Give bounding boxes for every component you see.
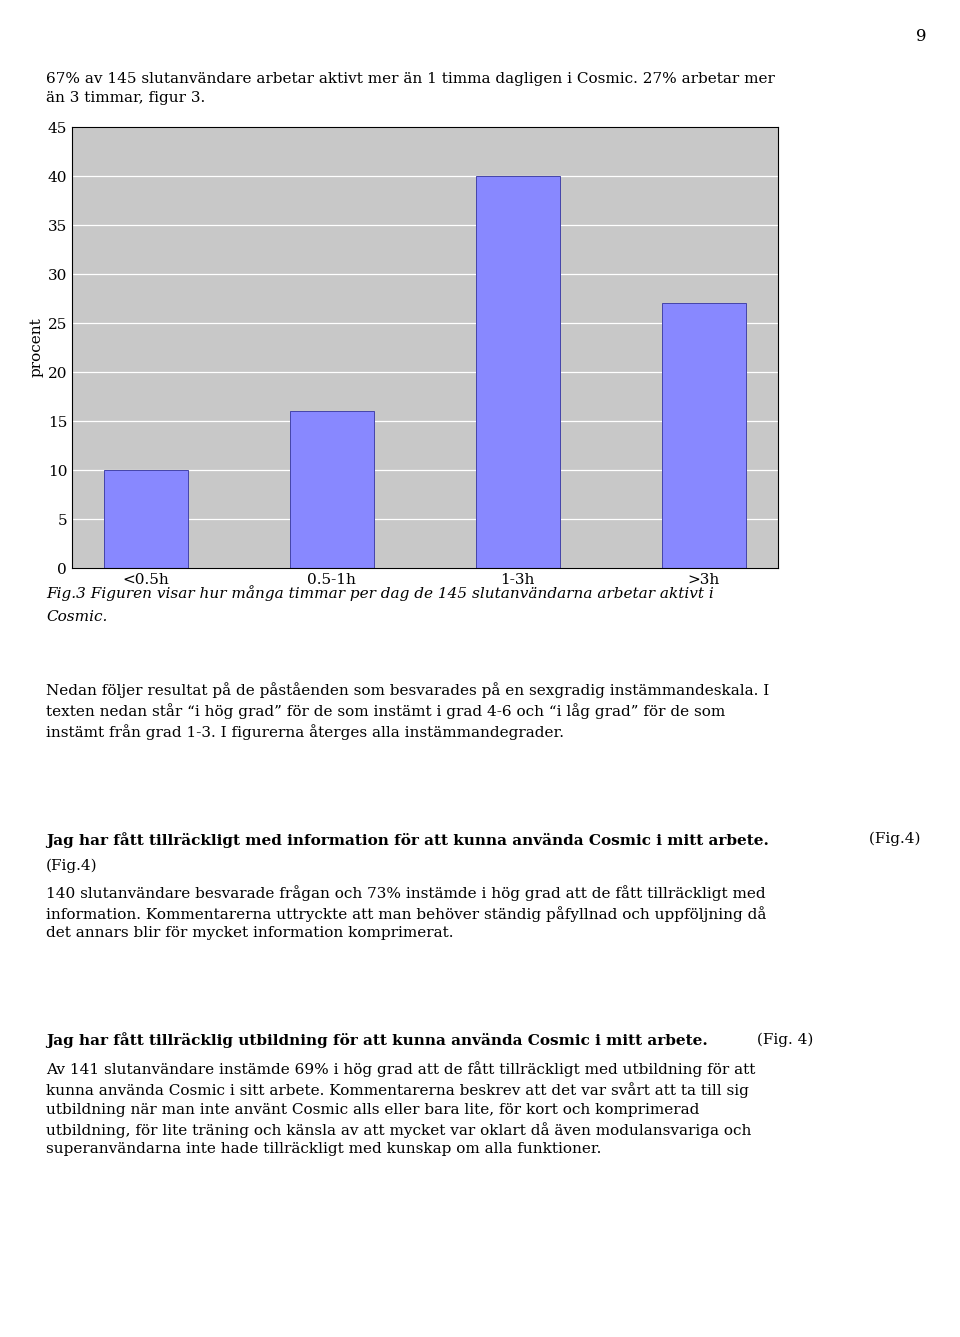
Bar <box>290 412 373 568</box>
Text: Cosmic.: Cosmic. <box>46 610 108 623</box>
Text: 140 slutanvändare besvarade frågan och 73% instämde i hög grad att de fått tillr: 140 slutanvändare besvarade frågan och 7… <box>46 885 766 940</box>
Text: Nedan följer resultat på de påståenden som besvarades på en sexgradig instämmand: Nedan följer resultat på de påståenden s… <box>46 682 769 739</box>
Bar <box>476 176 560 568</box>
Text: (Fig.4): (Fig.4) <box>46 858 98 873</box>
Text: (Fig. 4): (Fig. 4) <box>752 1032 813 1047</box>
Text: 9: 9 <box>916 28 926 45</box>
Text: Jag har fått tillräckligt med information för att kunna använda Cosmic i mitt ar: Jag har fått tillräckligt med informatio… <box>46 832 769 848</box>
Text: Fig.3 Figuren visar hur många timmar per dag de 145 slutanvändarna arbetar aktiv: Fig.3 Figuren visar hur många timmar per… <box>46 586 714 602</box>
Bar <box>661 303 746 568</box>
Text: 67% av 145 slutanvändare arbetar aktivt mer än 1 timma dagligen i Cosmic. 27% ar: 67% av 145 slutanvändare arbetar aktivt … <box>46 72 775 104</box>
Text: (Fig.4): (Fig.4) <box>864 832 921 846</box>
Y-axis label: procent: procent <box>30 318 43 377</box>
Text: Av 141 slutanvändare instämde 69% i hög grad att de fått tillräckligt med utbild: Av 141 slutanvändare instämde 69% i hög … <box>46 1062 756 1157</box>
Text: Jag har fått tillräcklig utbildning för att kunna använda Cosmic i mitt arbete.: Jag har fått tillräcklig utbildning för … <box>46 1032 708 1048</box>
Bar <box>104 471 188 568</box>
